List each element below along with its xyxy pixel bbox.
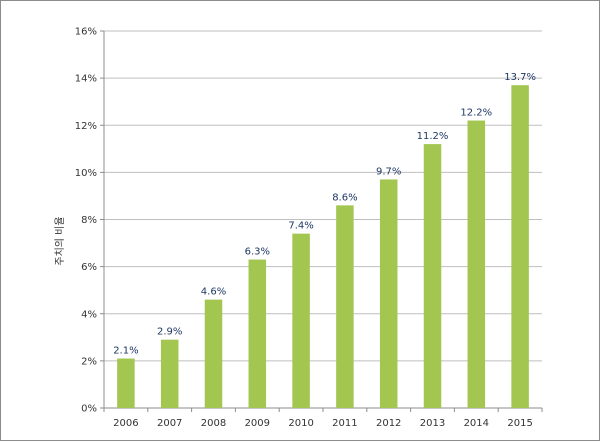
- bar-2010: [292, 233, 310, 408]
- gridlines: [104, 30, 542, 362]
- x-tick-label-2008: 2008: [201, 418, 226, 429]
- bar-2013: [423, 144, 442, 408]
- y-tick-label: 16%: [75, 27, 97, 38]
- bars: [117, 85, 529, 408]
- x-tick-label-2009: 2009: [245, 418, 270, 429]
- bar-2014: [467, 120, 486, 408]
- y-axis-title: 주치의 비율: [54, 216, 66, 265]
- y-tick-label: 10%: [75, 168, 97, 179]
- x-tick-label-2012: 2012: [376, 418, 401, 429]
- data-label-2008: 4.6%: [201, 287, 226, 298]
- x-tick-label-2007: 2007: [157, 418, 182, 429]
- data-label-2006: 2.1%: [113, 346, 138, 357]
- data-label-2007: 2.9%: [157, 327, 182, 338]
- bar-2011: [336, 205, 354, 408]
- data-label-2015: 13.7%: [504, 72, 536, 83]
- data-label-2013: 11.2%: [417, 131, 449, 142]
- bar-2008: [204, 299, 223, 408]
- y-tick-labels: 0% 2% 4% 6% 8% 10% 12% 14% 16%: [75, 27, 97, 415]
- x-tick-label-2006: 2006: [113, 418, 138, 429]
- y-tick-label: 4%: [81, 309, 97, 320]
- y-tick-label: 14%: [75, 74, 97, 85]
- bar-2009: [248, 259, 267, 408]
- data-label-2010: 7.4%: [288, 221, 313, 232]
- data-label-2012: 9.7%: [376, 166, 401, 177]
- y-tick-label: 6%: [81, 262, 97, 273]
- x-tick-label-2015: 2015: [507, 418, 532, 429]
- y-tick-label: 2%: [81, 356, 97, 367]
- x-tick-label-2011: 2011: [332, 418, 357, 429]
- x-tick-label-2013: 2013: [420, 418, 445, 429]
- x-tick-labels: 2006 2007 2008 2009 2010 2011 2012 2013 2014 2015: [113, 418, 533, 429]
- x-tick-label-2014: 2014: [464, 418, 489, 429]
- data-label-2011: 8.6%: [332, 192, 357, 203]
- y-tick-label: 0%: [81, 404, 97, 415]
- data-label-2014: 12.2%: [460, 108, 492, 119]
- bar-2015: [511, 85, 529, 408]
- x-tick-label-2010: 2010: [288, 418, 313, 429]
- bar-2007: [160, 339, 179, 408]
- data-labels: 2.1% 2.9% 4.6% 6.3% 7.4% 8.6% 9.7% 11.2% 12.2% 13…: [113, 72, 536, 356]
- bar-2012: [379, 179, 398, 408]
- data-label-2009: 6.3%: [245, 247, 270, 258]
- bar-2006: [117, 358, 135, 408]
- y-tick-label: 12%: [75, 121, 97, 132]
- y-tick-label: 8%: [81, 215, 97, 226]
